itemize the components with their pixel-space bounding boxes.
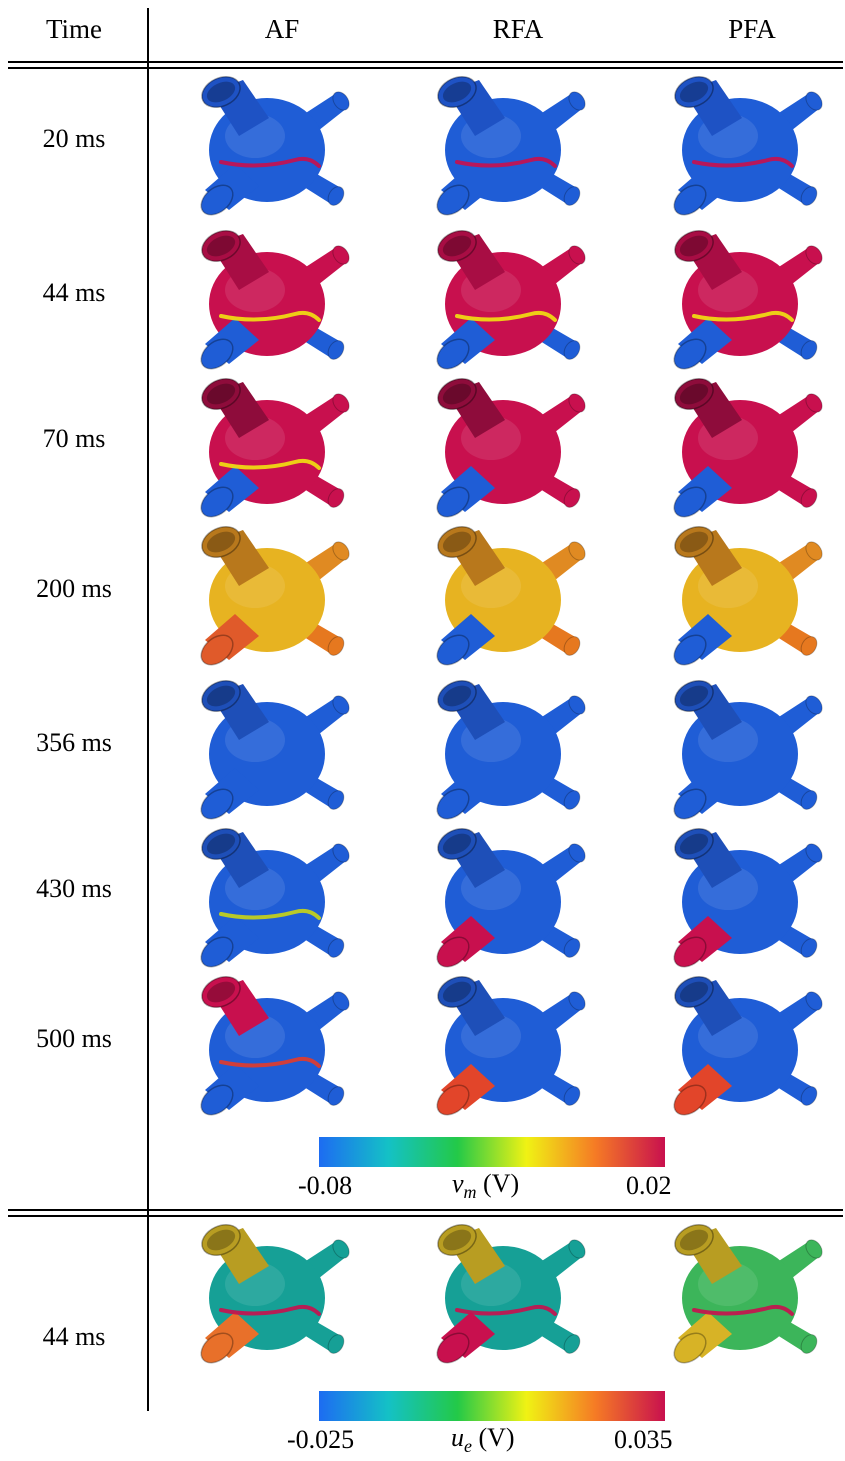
colorbar-vm-label: vm (V)	[452, 1169, 519, 1203]
atrium-render	[200, 230, 350, 370]
atrium-render-ue	[200, 1224, 350, 1364]
colorbar-ue-label: ue (V)	[451, 1423, 515, 1457]
row-label: 500 ms	[36, 1024, 112, 1053]
atrium-render-ue	[436, 1224, 586, 1364]
atrium-render	[200, 680, 350, 820]
vm-unit: (V)	[483, 1169, 520, 1198]
atrium-render-ue	[673, 1224, 823, 1364]
header-rfa: RFA	[492, 14, 544, 44]
row-label: 70 ms	[42, 424, 106, 453]
atrium-render	[673, 378, 823, 518]
atrium-render	[436, 76, 586, 216]
section-rule-bottom	[8, 1215, 843, 1217]
atrium-render	[673, 230, 823, 370]
row-label: 44 ms	[42, 1322, 106, 1351]
atrium-render	[673, 976, 823, 1116]
header-pfa: PFA	[728, 14, 776, 44]
vm-subscript: m	[463, 1182, 477, 1203]
vm-symbol: v	[452, 1169, 464, 1198]
row-label: 44 ms	[42, 278, 106, 307]
atrium-render	[436, 976, 586, 1116]
atrium-render	[200, 976, 350, 1116]
atrium-render	[436, 526, 586, 666]
atrium-render	[436, 378, 586, 518]
atrium-render	[200, 378, 350, 518]
atrium-render	[200, 828, 350, 968]
header-rule-top	[8, 61, 843, 63]
section-rule-top	[8, 1209, 843, 1211]
atrium-render	[436, 828, 586, 968]
colorbar-vm	[319, 1137, 665, 1167]
ue-subscript: e	[464, 1436, 472, 1457]
atrium-render	[436, 680, 586, 820]
row-label: 430 ms	[36, 874, 112, 903]
header-rule-bottom	[8, 67, 843, 69]
colorbar-ue-min: -0.025	[287, 1425, 355, 1454]
colorbar-ue-max: 0.035	[614, 1425, 673, 1454]
atrium-render	[200, 76, 350, 216]
colorbar-vm-max: 0.02	[626, 1171, 672, 1200]
colorbar-vm-min: -0.08	[298, 1171, 353, 1200]
vertical-rule	[147, 8, 149, 1411]
atrium-render	[200, 526, 350, 666]
ue-unit: (V)	[478, 1423, 515, 1452]
header-time: Time	[45, 14, 103, 44]
atrium-render	[673, 680, 823, 820]
atrium-render	[673, 828, 823, 968]
row-label: 200 ms	[36, 574, 112, 603]
atrium-render	[436, 230, 586, 370]
row-label: 356 ms	[36, 728, 112, 757]
ue-symbol: u	[451, 1423, 464, 1452]
header-af: AF	[264, 14, 300, 44]
colorbar-ue	[319, 1391, 665, 1421]
row-label: 20 ms	[42, 124, 106, 153]
atrium-render	[673, 526, 823, 666]
atrium-render	[673, 76, 823, 216]
